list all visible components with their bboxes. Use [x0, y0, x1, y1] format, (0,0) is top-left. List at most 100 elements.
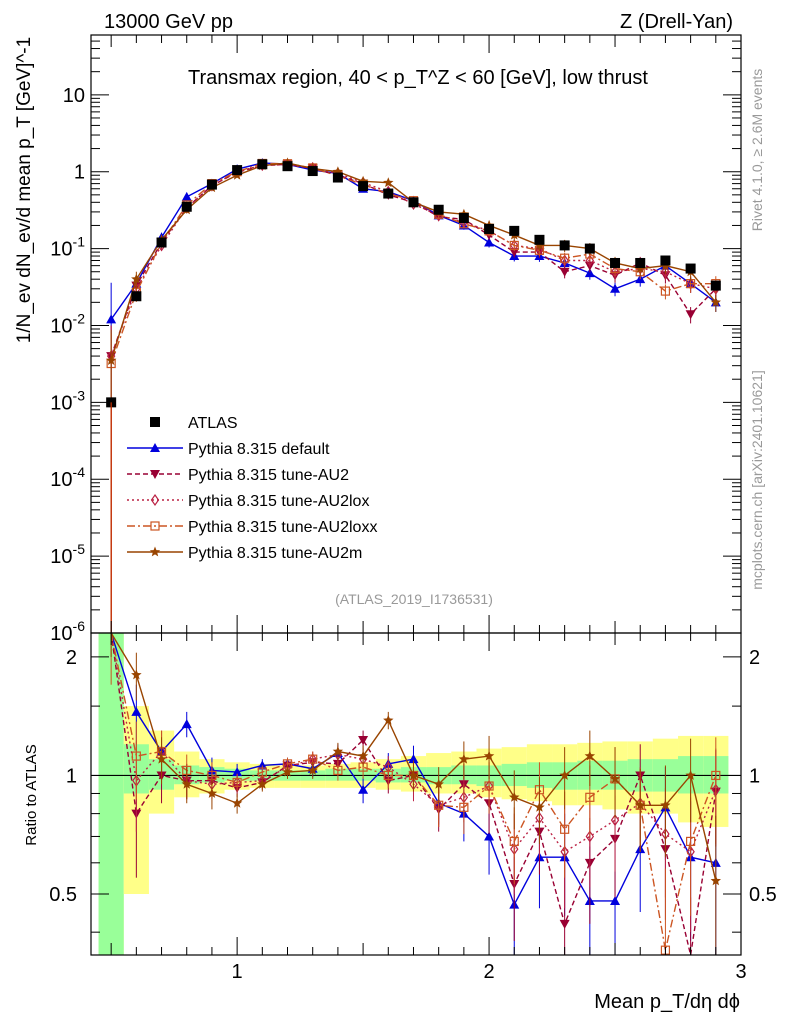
legend-label: Pythia 8.315 tune-AU2m [188, 545, 362, 562]
x-tick-label: 3 [735, 961, 746, 983]
data-point [509, 240, 519, 251]
data-point [534, 239, 545, 250]
y-tick-label: 10 [63, 85, 85, 107]
ratio-point [383, 714, 394, 725]
ratio-point [560, 824, 570, 834]
ratio-point [509, 836, 519, 847]
ratio-point [131, 706, 142, 716]
ratio-tick-label-right: 0.5 [749, 884, 777, 906]
ratio-point [484, 831, 495, 841]
process-label: Z (Drell-Yan) [620, 11, 733, 33]
ratio-point [584, 750, 596, 761]
x-axis-label: Mean p_T/dη dϕ [594, 991, 740, 1013]
ratio-point [609, 773, 621, 784]
ratio-point [282, 766, 293, 777]
data-point [105, 355, 117, 365]
ratio-axis-label: Ratio to ATLAS [23, 744, 40, 845]
ratio-tick-label-right: 2 [749, 647, 760, 669]
legend-label: Pythia 8.315 tune-AU2loxx [188, 519, 377, 536]
ratio-point [484, 781, 494, 791]
atlas-point [660, 255, 671, 266]
ratio-point [131, 669, 142, 680]
data-point [560, 253, 570, 263]
ratio-point [156, 753, 167, 764]
atlas-point [257, 159, 268, 170]
atlas-point [307, 166, 318, 177]
ratio-point [358, 736, 369, 746]
ratio-point [232, 777, 242, 788]
ratio-point [333, 765, 343, 775]
ratio-point [559, 919, 570, 929]
plot-title: Transmax region, 40 < p_T^Z < 60 [GeV], … [188, 67, 648, 89]
data-point [131, 273, 142, 284]
data-point [660, 286, 671, 296]
data-point [710, 296, 721, 307]
ratio-series-layer [110, 632, 721, 956]
ratio-point [408, 770, 419, 780]
mcplots-label: mcplots.cern.ch [arXiv:2401.10621] [749, 370, 765, 589]
atlas-point [131, 291, 142, 302]
atlas-point [181, 201, 192, 212]
y-tick-label: 10-3 [50, 387, 85, 414]
ratio-point [358, 784, 369, 794]
ratio-point [534, 801, 545, 812]
atlas-point [635, 257, 646, 268]
y-tick-label: 10-4 [50, 464, 85, 491]
data-point [635, 263, 646, 273]
legend-label: ATLAS [188, 415, 238, 432]
atlas-point [610, 257, 621, 268]
data-point [661, 265, 670, 278]
data-point [610, 283, 621, 293]
y-tick-label: 10-5 [50, 541, 85, 568]
main-frame [90, 34, 742, 634]
rivet-label: Rivet 4.1.0, ≥ 2.6M events [749, 69, 765, 232]
ratio-point [635, 799, 646, 810]
x-tick-label: 2 [483, 961, 494, 983]
ratio-point [181, 778, 192, 789]
ratio-point [686, 836, 696, 847]
atlas-point [332, 172, 343, 183]
series-line-2 [110, 164, 716, 357]
ratio-point [458, 753, 470, 764]
atlas-point [534, 234, 545, 245]
legend-marker [150, 493, 160, 507]
ratio-point [181, 719, 192, 729]
data-point [585, 254, 595, 267]
legend: ATLAS Pythia 8.315 default Pythia 8.315 tu… [127, 415, 377, 562]
atlas-point [433, 204, 444, 215]
data-point [560, 254, 569, 267]
data-point [383, 177, 394, 188]
axis-ticks: 10 1 10-1 10-2 10-3 10-4 10-5 10-6 0.5 0.5 1 1 2 2 1 2 3 [49, 34, 777, 983]
ratio-point [408, 754, 419, 764]
data-point [181, 191, 192, 201]
legend-marker [150, 470, 160, 479]
legend-marker [150, 521, 160, 531]
y-tick-label: 10-2 [50, 310, 85, 337]
ratio-tick-label: 2 [66, 647, 77, 669]
ratio-point [383, 770, 393, 781]
legend-marker-atlas [150, 417, 160, 427]
data-point [106, 314, 117, 324]
legend-label: Pythia 8.315 tune-AU2lox [188, 493, 369, 510]
ratio-point [307, 764, 318, 775]
ratio-point [257, 760, 268, 770]
atlas-point [584, 243, 595, 254]
axes-frames [90, 34, 742, 956]
ratio-frame [90, 632, 742, 956]
data-point [685, 310, 696, 320]
data-point [610, 265, 620, 278]
ratio-tick-label: 1 [66, 765, 77, 787]
ratio-point [357, 750, 369, 761]
atlas-point [156, 237, 167, 248]
series-line-0 [110, 162, 717, 320]
data-point [357, 175, 369, 186]
atlas-point [559, 240, 570, 251]
ratio-uncertainty-bands [91, 633, 741, 955]
ratio-point [257, 767, 267, 777]
data-point [584, 268, 595, 278]
y-tick-label: 10-6 [50, 618, 85, 645]
legend-marker [150, 443, 160, 452]
ratio-point [559, 770, 570, 780]
ratio-point [459, 802, 469, 812]
